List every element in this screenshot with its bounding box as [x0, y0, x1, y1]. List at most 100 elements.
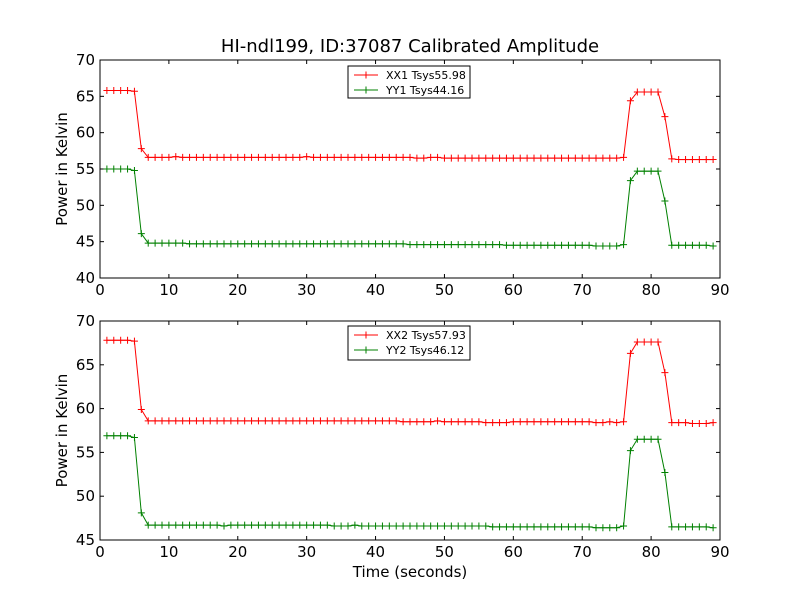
data-point [496, 241, 504, 249]
y-tick-label: 45 [76, 531, 95, 549]
data-point [213, 240, 221, 248]
data-point [613, 242, 621, 250]
data-point [509, 418, 517, 426]
data-point [482, 419, 490, 427]
data-point [365, 417, 373, 425]
data-point [661, 469, 669, 477]
data-point [392, 417, 400, 425]
data-point [702, 241, 710, 249]
data-point [254, 153, 262, 161]
data-point [544, 523, 552, 531]
data-point [351, 240, 359, 248]
data-point [606, 154, 614, 162]
x-tick-label: 70 [573, 281, 592, 299]
data-point [427, 153, 435, 161]
data-point [234, 417, 242, 425]
data-point [192, 417, 200, 425]
data-point [351, 417, 359, 425]
data-point [206, 521, 214, 529]
data-point [640, 338, 648, 346]
data-point [661, 113, 669, 121]
y-tick-label: 55 [76, 160, 95, 178]
data-point [241, 153, 249, 161]
data-point [544, 154, 552, 162]
data-point [351, 521, 359, 529]
data-point [372, 417, 380, 425]
data-point [289, 153, 297, 161]
data-point [668, 523, 676, 531]
data-point [440, 154, 448, 162]
data-point [413, 241, 421, 249]
data-point [585, 523, 593, 531]
data-point [647, 338, 655, 346]
data-point [482, 241, 490, 249]
data-point [392, 153, 400, 161]
data-point [378, 417, 386, 425]
data-point [413, 522, 421, 530]
data-point [137, 145, 145, 153]
data-point [344, 522, 352, 530]
data-point [558, 418, 566, 426]
data-point [454, 241, 462, 249]
data-point [592, 524, 600, 532]
y-tick-label: 70 [76, 312, 95, 330]
data-point [227, 521, 235, 529]
data-point [688, 419, 696, 427]
data-point [261, 521, 269, 529]
data-point [399, 418, 407, 426]
data-point [296, 240, 304, 248]
x-tick-label: 60 [504, 281, 523, 299]
plot-frame [99, 320, 721, 541]
data-point [206, 240, 214, 248]
data-point [695, 523, 703, 531]
data-point [344, 153, 352, 161]
data-point [330, 153, 338, 161]
data-point [647, 167, 655, 175]
series-1 [103, 87, 717, 164]
data-point [365, 240, 373, 248]
data-point [282, 417, 290, 425]
data-point [254, 521, 262, 529]
y-tick-label: 55 [76, 443, 95, 461]
data-point [268, 521, 276, 529]
data-point [110, 432, 118, 440]
data-point [330, 417, 338, 425]
data-point [688, 523, 696, 531]
data-point [130, 337, 138, 345]
data-point [633, 167, 641, 175]
data-point [640, 167, 648, 175]
legend-marker [362, 346, 370, 354]
data-point [124, 336, 132, 344]
data-point [192, 521, 200, 529]
data-point [578, 241, 586, 249]
data-point [144, 521, 152, 529]
x-tick-label: 20 [228, 281, 247, 299]
data-point [564, 523, 572, 531]
data-point [261, 240, 269, 248]
data-point [365, 522, 373, 530]
data-point [248, 240, 256, 248]
data-point [427, 418, 435, 426]
data-point [516, 154, 524, 162]
data-point [296, 417, 304, 425]
data-point [199, 417, 207, 425]
data-point [248, 521, 256, 529]
x-tick-label: 10 [159, 543, 178, 561]
data-point [289, 417, 297, 425]
data-point [165, 521, 173, 529]
data-point [172, 521, 180, 529]
y-tick-label: 65 [76, 356, 95, 374]
data-point [172, 417, 180, 425]
data-point [606, 524, 614, 532]
data-point [661, 197, 669, 205]
data-point [282, 521, 290, 529]
data-point [275, 521, 283, 529]
data-point [323, 240, 331, 248]
data-point [516, 241, 524, 249]
data-point [496, 419, 504, 427]
data-point [130, 166, 138, 174]
data-point [530, 523, 538, 531]
data-point [261, 417, 269, 425]
y-tick-label: 70 [76, 51, 95, 69]
